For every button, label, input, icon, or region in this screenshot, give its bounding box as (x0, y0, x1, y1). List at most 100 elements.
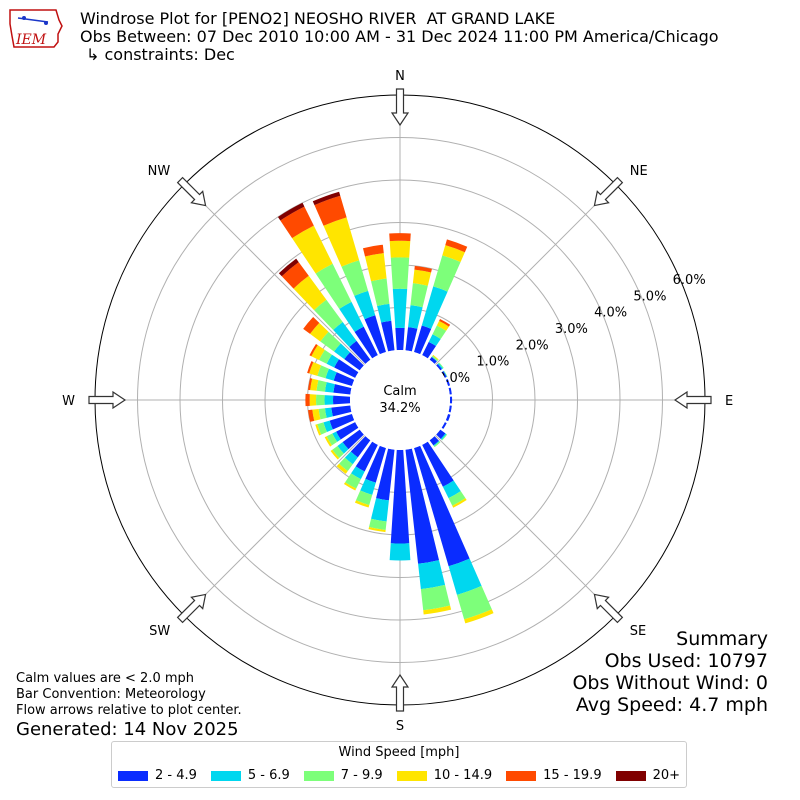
wind-bar-segment (292, 225, 333, 274)
wind-bar-segment (390, 257, 410, 290)
legend-item: 5 - 6.9 (210, 768, 290, 783)
legend-item: 10 - 14.9 (396, 768, 492, 783)
wind-bar-segment (441, 371, 447, 378)
wind-bar-segment (336, 463, 348, 474)
legend-item: 7 - 9.9 (303, 768, 383, 783)
wind-bar-segment (422, 341, 436, 359)
wind-bar-segment (354, 326, 378, 359)
wind-bar-segment (317, 422, 327, 435)
wind-bar-segment (431, 355, 439, 362)
wind-bar-segment (339, 301, 364, 332)
radial-tick-label: 1.0% (476, 355, 509, 370)
legend-label: 5 - 6.9 (247, 768, 290, 783)
wind-bar-segment (448, 491, 466, 506)
wind-bar-segment (324, 407, 333, 418)
wind-bar-segment (436, 363, 443, 371)
wind-bar-segment (324, 382, 335, 393)
direction-label: W (62, 394, 75, 409)
calm-note: Calm values are < 2.0 mph (16, 671, 195, 686)
wind-bar-segment (423, 605, 452, 615)
calm-label: Calm (383, 384, 416, 399)
wind-bar-segment (334, 343, 351, 360)
wind-bar-segment (377, 303, 392, 323)
wind-bar-segment (437, 363, 444, 370)
wind-bar-segment (303, 317, 320, 334)
wind-bar-segment (345, 473, 361, 489)
flow-arrow-icon (176, 593, 207, 624)
legend-swatch (117, 770, 148, 781)
flow-arrow-icon (176, 176, 207, 207)
iem-logo: IEM (6, 6, 64, 54)
wind-bar-segment (445, 379, 451, 386)
wind-bar-segment (432, 325, 447, 339)
direction-label: NW (148, 164, 171, 179)
wind-bar-segment (442, 480, 461, 499)
wind-bar-segment (448, 387, 452, 395)
wind-bar-segment (448, 558, 482, 595)
wind-bar-segment (452, 498, 467, 508)
wind-bar-segment (392, 288, 408, 329)
wind-bar-segment (376, 448, 395, 501)
wind-bar-segment (440, 433, 447, 440)
footnotes: Calm values are < 2.0 mph Bar Convention… (16, 671, 242, 719)
wind-bar-segment (309, 343, 318, 357)
legend-item: 15 - 19.9 (506, 768, 602, 783)
wind-bar-segment (438, 362, 444, 369)
radial-tick-label: 3.0% (555, 322, 588, 337)
wind-bar-segment (312, 191, 341, 206)
wind-bar-segment (334, 359, 359, 378)
wind-bar-segment (314, 299, 343, 331)
legend-title: Wind Speed [mph] (338, 745, 460, 760)
wind-bar-segment (305, 393, 310, 407)
wind-bars (277, 191, 494, 624)
calm-value: 34.2% (379, 401, 420, 416)
summary-avg-speed: Avg Speed: 4.7 mph (575, 694, 768, 716)
grid-spoke (183, 435, 365, 617)
wind-bar-segment (365, 445, 386, 483)
wind-bar-segment (422, 441, 454, 487)
direction-label: NE (630, 164, 648, 179)
wind-bar-segment (332, 431, 341, 442)
flow-arrow-icon (593, 593, 624, 624)
wind-bar-segment (333, 322, 357, 347)
wind-bar-segment (336, 422, 359, 440)
radial-tick-label: 5.0% (633, 289, 666, 304)
wind-bar-segment (324, 436, 332, 447)
grid-spoke (435, 183, 617, 365)
legend-label: 7 - 9.9 (340, 768, 383, 783)
radial-tick-label: 4.0% (594, 306, 627, 321)
flow-arrow-icon (88, 390, 127, 410)
wind-bar-segment (439, 318, 451, 327)
wind-bar-segment (445, 414, 451, 422)
wind-bar-segment (405, 448, 440, 564)
wind-bar-segment (355, 441, 378, 472)
wind-bar-segment (405, 327, 418, 352)
legend-items: 2 - 4.9 5 - 6.9 7 - 9.9 10 - 14.9 15 - 19.9 2… (112, 768, 686, 783)
wind-bar-segment (395, 327, 405, 351)
legend-item: 2 - 4.9 (117, 768, 197, 783)
chart-subtitle: Obs Between: 07 Dec 2010 10:00 AM - 31 D… (80, 27, 719, 46)
wind-bar-segment (368, 527, 386, 533)
wind-bar-segment (442, 245, 465, 262)
generated-date: Generated: 14 Nov 2025 (16, 719, 239, 740)
wind-bar-segment (324, 395, 334, 405)
wind-bar-segment (315, 424, 322, 436)
grid-spoke (183, 183, 365, 365)
wind-bar-segment (433, 440, 440, 447)
wind-bar-segment (312, 408, 321, 421)
wind-bar-segment (318, 408, 327, 420)
wind-bar-segment (333, 372, 355, 386)
bar-convention-note: Bar Convention: Meteorology (16, 687, 206, 702)
wind-bar-segment (323, 217, 360, 267)
wind-bar-segment (310, 378, 319, 391)
legend-item: 20+ (615, 768, 680, 783)
wind-bar-segment (344, 451, 358, 465)
wind-bar-segment (414, 325, 432, 355)
grid-spoke (435, 435, 617, 617)
wind-bar-segment (330, 449, 340, 460)
wind-bar-segment (389, 240, 411, 258)
wind-bar-segment (410, 283, 428, 308)
summary-panel: Summary Obs Used: 10797 Obs Without Wind… (572, 628, 768, 716)
wind-bar-segment (320, 331, 341, 352)
wind-bar-segment (414, 445, 470, 567)
